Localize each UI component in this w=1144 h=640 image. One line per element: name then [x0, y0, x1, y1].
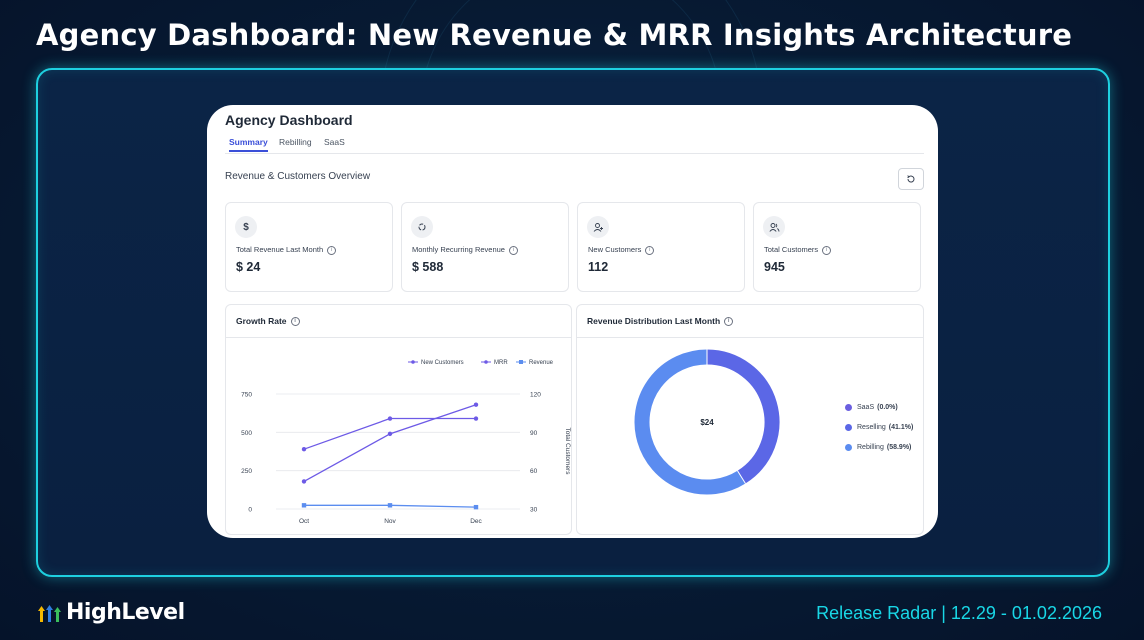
legend-percent: (41.1%)	[888, 424, 914, 431]
divider	[577, 337, 923, 338]
x-tick-label: Nov	[384, 518, 396, 525]
data-point	[301, 503, 307, 508]
y2-tick-label: 90	[530, 430, 538, 437]
y-tick-label: 0	[248, 507, 252, 514]
refresh-button[interactable]	[898, 168, 924, 190]
growth-rate-chart: 0 250 500 750 30 60 90 120 Total Customers Oct Nov…	[241, 360, 571, 525]
legend-marker	[519, 360, 523, 364]
data-point	[387, 503, 393, 508]
stat-card-total-customers: Total Customers i 945	[753, 202, 921, 292]
stat-value: 945	[764, 260, 785, 274]
legend-marker	[411, 360, 415, 364]
release-radar-label: Release Radar | 12.29 - 01.02.2026	[816, 603, 1102, 623]
tab-rebilling[interactable]: Rebilling	[279, 137, 312, 147]
data-point	[473, 504, 479, 510]
tab-summary[interactable]: Summary	[229, 137, 268, 152]
info-icon[interactable]: i	[724, 317, 734, 327]
stat-label: Monthly Recurring Revenue i	[412, 245, 518, 255]
info-icon[interactable]: i	[327, 245, 337, 255]
panel-title: Revenue Distribution Last Month i	[587, 316, 734, 327]
y2-tick-label: 60	[530, 468, 538, 475]
data-point	[301, 479, 307, 484]
y2-tick-label: 120	[530, 392, 541, 399]
stat-value: $ 24	[236, 260, 261, 274]
legend-label: Rebilling	[857, 444, 884, 451]
donut-slice	[706, 349, 780, 484]
legend-label: Revenue	[529, 360, 554, 366]
headline: Agency Dashboard: New Revenue & MRR Insi…	[36, 18, 1073, 52]
divider	[226, 337, 571, 338]
slice-separator	[737, 470, 746, 484]
stat-label: New Customers i	[588, 245, 655, 255]
legend-item-reselling[interactable]: Reselling (41.1%)	[845, 424, 913, 431]
user-plus-icon	[587, 216, 609, 238]
y-tick-label: 250	[241, 468, 252, 475]
stat-value: 112	[588, 260, 609, 274]
recurring-icon	[411, 216, 433, 238]
stat-card-new-customers: New Customers i 112	[577, 202, 745, 292]
refresh-icon	[907, 175, 915, 183]
donut-center-label: $24	[700, 418, 714, 427]
info-icon[interactable]: i	[822, 245, 832, 255]
y2-axis-label: Total Customers	[564, 428, 571, 476]
panel-title: Growth Rate i	[236, 316, 300, 327]
logo-arrows-icon	[38, 604, 61, 622]
legend-item-rebilling[interactable]: Rebilling (58.9%)	[845, 444, 913, 451]
donut-slice	[634, 349, 746, 495]
stat-label: Total Customers i	[764, 245, 832, 255]
info-icon[interactable]: i	[508, 245, 518, 255]
legend-dot	[845, 444, 852, 451]
tab-saas[interactable]: SaaS	[324, 137, 345, 147]
x-tick-label: Oct	[299, 518, 309, 525]
dollar-icon: $	[235, 216, 257, 238]
growth-rate-panel: Growth Rate i 0 250 500 750 30 60 90 120 Total Cu…	[225, 304, 572, 535]
stat-label: Total Revenue Last Month i	[236, 245, 337, 255]
legend-marker	[484, 360, 488, 364]
legend-item-saas[interactable]: SaaS (0.0%)	[845, 404, 913, 411]
data-point	[387, 416, 393, 421]
section-title: Revenue & Customers Overview	[225, 171, 371, 182]
legend-percent: (0.0%)	[877, 404, 898, 411]
users-icon	[763, 216, 785, 238]
legend-dot	[845, 424, 852, 431]
y-tick-label: 750	[241, 392, 252, 399]
x-tick-label: Dec	[470, 518, 482, 525]
legend-label: SaaS	[857, 404, 875, 411]
legend-label: MRR	[494, 360, 508, 366]
legend-dot	[845, 404, 852, 411]
revenue-distribution-panel: Revenue Distribution Last Month i $24 Saa…	[576, 304, 924, 535]
donut-legend: SaaS (0.0%) Reselling (41.1%) Rebilling …	[845, 404, 913, 464]
legend-percent: (58.9%)	[886, 444, 912, 451]
y2-tick-label: 30	[530, 507, 538, 514]
legend-label: New Customers	[421, 360, 464, 366]
data-point	[473, 416, 479, 421]
stat-value: $ 588	[412, 260, 444, 274]
info-icon[interactable]: i	[290, 317, 300, 327]
data-point	[473, 402, 479, 407]
highlevel-logo: HighLevel	[38, 600, 185, 625]
revenue-distribution-chart: $24	[634, 349, 780, 495]
tab-bar: Summary Rebilling SaaS	[225, 137, 924, 154]
data-point	[387, 431, 393, 437]
page-title: Agency Dashboard	[225, 112, 353, 128]
data-point	[301, 447, 307, 452]
legend-label: Reselling	[857, 424, 886, 431]
series-line	[303, 404, 477, 482]
brand-name: HighLevel	[66, 600, 185, 625]
y-tick-label: 500	[241, 430, 252, 437]
stat-card-total-revenue: $ Total Revenue Last Month i $ 24	[225, 202, 393, 292]
stat-card-mrr: Monthly Recurring Revenue i $ 588	[401, 202, 569, 292]
info-icon[interactable]: i	[645, 245, 655, 255]
dashboard-card: Agency Dashboard Summary Rebilling SaaS …	[207, 105, 938, 538]
